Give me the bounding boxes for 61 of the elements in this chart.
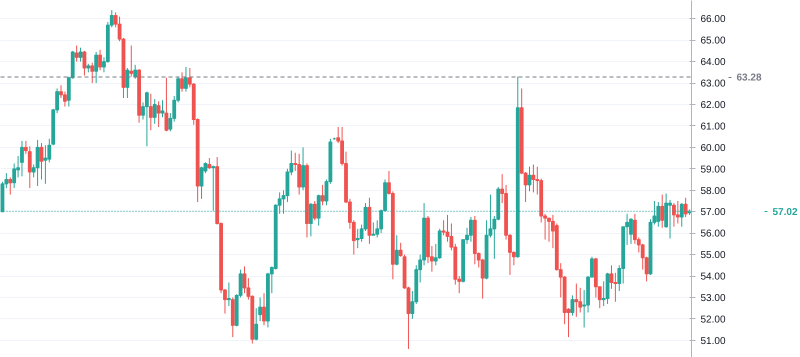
y-tick-label: 53.00 bbox=[700, 292, 726, 304]
candlestick bbox=[684, 197, 688, 218]
y-tick-label: 54.00 bbox=[700, 272, 726, 283]
candlestick bbox=[129, 45, 134, 78]
candlestick bbox=[356, 228, 360, 249]
candlestick bbox=[570, 294, 574, 316]
candlestick bbox=[184, 66, 188, 92]
candlestick bbox=[660, 194, 664, 228]
candlestick bbox=[156, 100, 161, 128]
y-tick-label: 59.00 bbox=[700, 164, 726, 176]
candlestick bbox=[36, 139, 40, 186]
y-tick-label: 55.00 bbox=[700, 250, 726, 262]
candlestick bbox=[90, 62, 94, 84]
candlestick bbox=[254, 308, 258, 341]
ref-line-label: 63.28 bbox=[736, 72, 762, 84]
ref-line-label: 57.02 bbox=[772, 206, 798, 218]
candlestick bbox=[312, 200, 317, 221]
candlestick bbox=[226, 282, 231, 307]
y-tick-label: 52.00 bbox=[700, 314, 726, 326]
candlestick bbox=[94, 51, 98, 84]
y-tick-label: 57.00 bbox=[700, 207, 726, 218]
y-tick-label: 60.00 bbox=[700, 142, 726, 154]
candlestick bbox=[672, 202, 676, 228]
candlestick bbox=[152, 98, 157, 124]
candlestick bbox=[320, 184, 324, 206]
candlestick bbox=[262, 292, 266, 326]
candlestick bbox=[574, 283, 578, 318]
candlestick bbox=[578, 287, 582, 313]
y-tick-label: 63.00 bbox=[700, 78, 726, 90]
candlestick bbox=[82, 50, 86, 76]
candlestick bbox=[160, 100, 164, 118]
candlestick bbox=[371, 222, 376, 236]
y-tick-label: 66.00 bbox=[700, 14, 726, 26]
candlestick bbox=[528, 166, 532, 192]
candlestick bbox=[200, 166, 204, 200]
candlestick bbox=[144, 91, 149, 147]
candlestick bbox=[74, 45, 79, 62]
candlestick bbox=[164, 77, 168, 132]
candlestick bbox=[207, 158, 212, 170]
y-tick-label: 64.00 bbox=[700, 57, 726, 68]
y-tick-label: 51.00 bbox=[700, 336, 726, 347]
y-tick-label: 56.00 bbox=[700, 228, 726, 240]
candlestick bbox=[40, 142, 44, 180]
candlestick bbox=[78, 47, 82, 62]
y-tick-label: 58.00 bbox=[700, 186, 726, 197]
candlestick bbox=[20, 140, 24, 177]
candlestick bbox=[301, 146, 305, 191]
candlestick bbox=[180, 72, 184, 92]
candlestick bbox=[531, 164, 536, 193]
candlestick bbox=[676, 200, 680, 224]
candlestick bbox=[125, 68, 130, 99]
candlestick bbox=[297, 153, 302, 196]
candlestick bbox=[629, 218, 633, 244]
candlestick bbox=[148, 93, 153, 131]
y-tick-label: 61.00 bbox=[700, 121, 726, 132]
y-tick-label: 62.00 bbox=[700, 100, 726, 111]
y-tick-label: 65.00 bbox=[700, 36, 726, 47]
candlestick bbox=[8, 176, 12, 196]
candlestick bbox=[394, 234, 399, 266]
candlestick bbox=[469, 216, 473, 242]
candlestick bbox=[98, 49, 102, 71]
